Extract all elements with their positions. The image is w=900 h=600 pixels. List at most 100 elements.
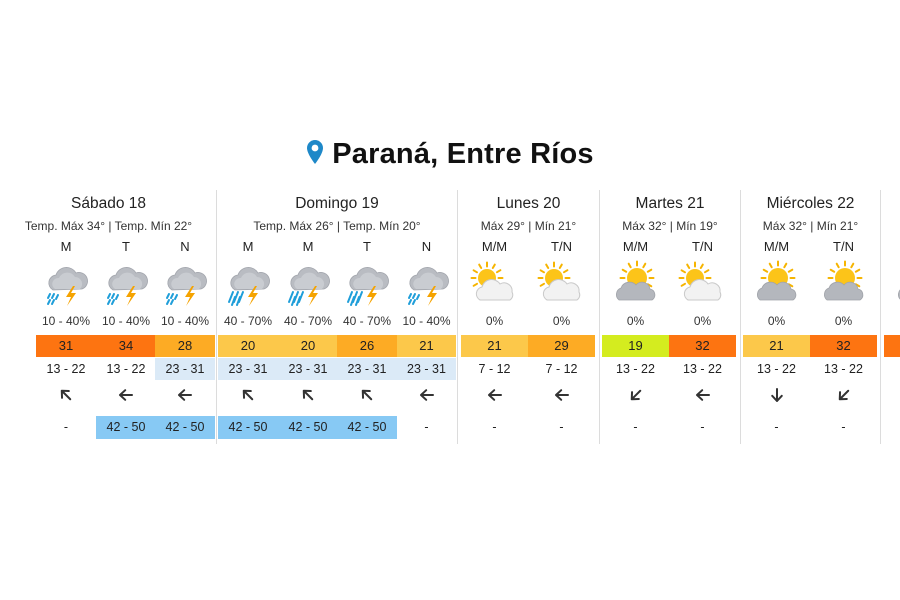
gust-cell: 42 - 50 [278, 416, 338, 439]
temperature-cell: 28 [155, 335, 215, 357]
slot-column: M/M 0% 19 13 - 22 - [602, 190, 669, 444]
humidity-cell: 23 - 31 [218, 358, 278, 380]
temperature-cell: 32 [810, 335, 877, 357]
location-name: Paraná, Entre Ríos [332, 138, 594, 170]
temperature-cell: 34 [96, 335, 156, 357]
period-label: N [421, 239, 432, 254]
day-monday: Lunes 20 Máx 29° | Mín 21° M/M 0% 21 7 -… [458, 190, 600, 444]
period-label: N [180, 239, 190, 254]
day-name: Lunes 20 [496, 195, 561, 212]
gust-cell: 42 - 50 [337, 416, 397, 439]
slot-column: N 10 - 40% 28 23 - 31 42 - 50 [155, 190, 215, 444]
day-saturday: Sábado 18 Temp. Máx 34° | Temp. Mín 22° … [0, 190, 217, 444]
temperature-cell: 32 [884, 335, 900, 357]
rain-storm-icon [223, 260, 273, 306]
cloud-storm-icon [41, 260, 91, 306]
temperature-cell: 19 [602, 335, 669, 357]
day-name: Miércoles 22 [766, 195, 855, 212]
rain-probability: 40 - 70% [223, 314, 273, 328]
temperature-cell: 20 [278, 335, 338, 357]
slot-column: M 40 - 70% 20 23 - 31 42 - 50 [218, 190, 278, 444]
slot-column: T 10 - 40% 34 13 - 22 42 - 50 [96, 190, 156, 444]
humidity-cell: 23 - 31 [337, 358, 397, 380]
humidity-cell: 13 - 22 [683, 362, 722, 376]
map-pin-icon [306, 139, 324, 173]
wind-arrow-icon [769, 387, 785, 403]
temperature-cell: 21 [743, 335, 810, 357]
day-summary: Máx 32° | Mín 21° [762, 219, 859, 233]
gust-cell: - [492, 420, 497, 434]
slot-column: T/N 0% 32 13 - 22 - [669, 190, 736, 444]
period-label: M/M [622, 239, 649, 254]
gust-cell: - [841, 420, 846, 434]
wind-arrow-icon [300, 387, 316, 403]
day-name: Sábado 18 [71, 195, 146, 212]
wind-arrow-icon [628, 387, 644, 403]
wind-arrow-icon [487, 387, 503, 403]
day-tuesday: Martes 21 Máx 32° | Mín 19° M/M 0% 19 13… [600, 190, 741, 444]
wind-arrow-icon [177, 387, 193, 403]
period-label: T/N [833, 239, 854, 254]
day-sunday: Domingo 19 Temp. Máx 26° | Temp. Mín 20°… [217, 190, 458, 444]
rain-storm-icon [342, 260, 392, 306]
period-label: T [363, 239, 371, 254]
wind-arrow-icon [419, 387, 435, 403]
gust-cell: 42 - 50 [155, 416, 215, 439]
temperature-cell: 26 [337, 335, 397, 357]
day-summary: Máx 29° | Mín 21° [480, 219, 577, 233]
forecast-strip[interactable]: Sábado 18 Temp. Máx 34° | Temp. Mín 22° … [0, 190, 900, 444]
temperature-cell: 21 [461, 335, 528, 357]
humidity-cell: 23 - 31 [278, 358, 338, 380]
sun-cloud-icon [611, 260, 661, 306]
rain-probability: 0% [834, 314, 853, 328]
partly-cloudy-icon [470, 260, 520, 306]
wind-arrow-icon [118, 387, 134, 403]
day-name: Martes 21 [635, 195, 705, 212]
humidity-cell: 13 - 22 [106, 362, 146, 376]
humidity-cell: 13 - 22 [46, 362, 86, 376]
day-summary: Temp. Máx 34° | Temp. Mín 22° [24, 219, 193, 233]
rain-probability: 10 - 40% [402, 314, 451, 328]
period-label: T/N [692, 239, 713, 254]
partly-cloudy-icon [537, 260, 587, 306]
day-thursday-partial: 32 [881, 190, 900, 444]
sun-cloud-icon [819, 260, 869, 306]
period-label: M/M [763, 239, 790, 254]
humidity-cell: 23 - 31 [397, 358, 456, 380]
slot-column: M 40 - 70% 20 23 - 31 42 - 50 [278, 190, 338, 444]
humidity-cell: 13 - 22 [824, 362, 863, 376]
period-label: M [242, 239, 254, 254]
cloud-storm-icon [101, 260, 151, 306]
wind-arrow-icon [240, 387, 256, 403]
period-label: T [122, 239, 130, 254]
period-label: M [60, 239, 72, 254]
slot-column: M/M 0% 21 13 - 22 - [743, 190, 810, 444]
cloud-storm-icon [160, 260, 210, 306]
rain-probability: 10 - 40% [101, 314, 151, 328]
rain-probability: 40 - 70% [283, 314, 333, 328]
cloud-storm-icon [402, 260, 452, 306]
rain-probability: 0% [552, 314, 571, 328]
rain-probability: 0% [626, 314, 645, 328]
period-label: M/M [481, 239, 508, 254]
day-wednesday: Miércoles 22 Máx 32° | Mín 21° M/M 0% 21… [741, 190, 881, 444]
gust-cell: - [559, 420, 564, 434]
rain-probability: 10 - 40% [41, 314, 91, 328]
slot-column: T/N 0% 32 13 - 22 - [810, 190, 877, 444]
day-summary: Temp. Máx 26° | Temp. Mín 20° [253, 219, 421, 233]
wind-arrow-icon [359, 387, 375, 403]
day-name: Domingo 19 [295, 195, 379, 212]
slot-column: M 10 - 40% 31 13 - 22 - [36, 190, 96, 444]
rain-probability: 40 - 70% [342, 314, 392, 328]
humidity-cell: 7 - 12 [545, 362, 578, 376]
gust-cell: - [633, 420, 638, 434]
gust-cell: 42 - 50 [96, 416, 156, 439]
sun-cloud-icon [752, 260, 802, 306]
rain-storm-icon [283, 260, 333, 306]
humidity-cell: 13 - 22 [757, 362, 796, 376]
temperature-cell: 21 [397, 335, 456, 357]
temperature-cell: 20 [218, 335, 278, 357]
period-label: T/N [551, 239, 572, 254]
wind-arrow-icon [695, 387, 711, 403]
humidity-cell: 7 - 12 [478, 362, 511, 376]
